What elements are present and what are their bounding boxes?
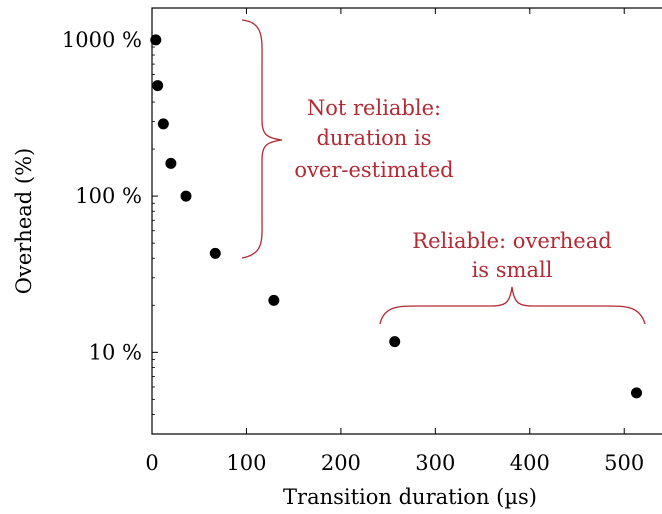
- data-point: [152, 80, 164, 92]
- data-point: [389, 336, 401, 348]
- x-axis-label: Transition duration (µs): [283, 485, 537, 509]
- data-point: [268, 294, 280, 306]
- reliable-line-1: Reliable: overhead: [412, 229, 611, 253]
- not-reliable-brace: [241, 19, 283, 259]
- data-point: [180, 190, 192, 202]
- x-tick-label: 100: [226, 451, 266, 475]
- reliable-brace: [379, 286, 646, 325]
- y-tick-label: 1000 %: [62, 28, 142, 52]
- data-points: [150, 34, 642, 399]
- plot-frame: [151, 7, 662, 435]
- y-axis-label: Overhead (%): [12, 148, 36, 294]
- ticks: 0 100 200 300 400 500 10 % 100 % 1000 % Transitio…: [12, 8, 644, 509]
- data-point: [631, 387, 642, 399]
- not-reliable-line-2: duration is: [316, 126, 431, 150]
- y-tick-label: 100 %: [75, 184, 142, 208]
- not-reliable-line-1: Not reliable:: [307, 96, 441, 120]
- x-tick-label: 200: [321, 451, 361, 475]
- data-point: [157, 118, 169, 130]
- y-tick-label: 10 %: [89, 340, 142, 364]
- data-point: [209, 247, 221, 259]
- data-point: [165, 157, 177, 169]
- reliable-line-2: is small: [472, 258, 553, 282]
- x-tick-label: 400: [510, 451, 550, 475]
- x-tick-label: 300: [415, 451, 455, 475]
- axes: [151, 7, 662, 435]
- not-reliable-line-3: over-estimated: [294, 158, 453, 182]
- data-point: [150, 34, 162, 46]
- x-tick-label: 0: [145, 451, 158, 475]
- x-tick-label: 500: [604, 451, 644, 475]
